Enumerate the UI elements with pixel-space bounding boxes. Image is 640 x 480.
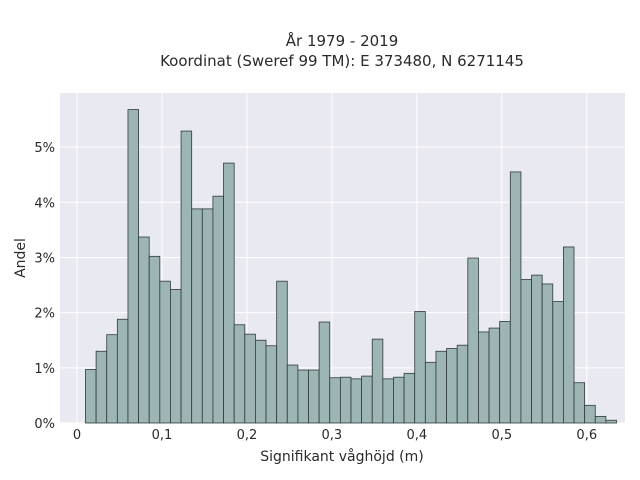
histogram-bar xyxy=(382,378,394,424)
x-tick-label: 0,6 xyxy=(576,428,597,443)
histogram-bar xyxy=(212,195,224,424)
y-tick-label: 0% xyxy=(34,417,55,432)
histogram-bar xyxy=(201,208,214,424)
x-tick-label: 0 xyxy=(73,428,81,443)
histogram-bar xyxy=(191,208,203,424)
x-tick-label: 0,4 xyxy=(406,428,427,443)
histogram-bar xyxy=(478,331,490,424)
x-axis-ticks: 0 0,1 0,2 0,3 0,4 0,5 0,6 xyxy=(73,428,597,443)
y-axis-ticks: 0% 1% 2% 3% 4% 5% xyxy=(34,141,55,432)
histogram-bar xyxy=(159,280,171,424)
histogram-bar xyxy=(265,345,278,424)
histogram-bar xyxy=(85,369,97,424)
histogram-bar xyxy=(233,324,246,424)
histogram-bar xyxy=(563,246,575,424)
bars xyxy=(85,109,617,424)
chart-title-line-1: År 1979 - 2019 xyxy=(286,31,399,50)
x-tick-label: 0,1 xyxy=(152,428,173,443)
histogram-bar xyxy=(605,419,617,424)
chart-title-line-2: Koordinat (Sweref 99 TM): E 373480, N 62… xyxy=(160,52,524,70)
histogram-bar xyxy=(594,415,607,424)
histogram-bar xyxy=(361,375,373,424)
y-tick-label: 1% xyxy=(34,362,55,377)
histogram-bar xyxy=(106,334,118,424)
histogram-bar xyxy=(531,274,543,424)
histogram-bar xyxy=(297,369,309,424)
histogram-bar xyxy=(573,382,586,424)
histogram-bar xyxy=(435,350,447,424)
histogram-bar xyxy=(499,321,511,424)
histogram-bar xyxy=(170,289,182,424)
y-tick-label: 5% xyxy=(34,141,55,156)
histogram-bar xyxy=(584,404,596,424)
histogram-bar xyxy=(116,318,129,424)
histogram-bar xyxy=(223,162,235,424)
histogram-bar xyxy=(276,280,288,424)
histogram-bar xyxy=(350,378,363,424)
y-tick-label: 4% xyxy=(34,196,55,211)
histogram-bar xyxy=(255,339,267,424)
histogram-bar xyxy=(308,369,320,424)
histogram-bar xyxy=(371,338,384,424)
histogram-bar xyxy=(467,257,479,424)
y-tick-label: 3% xyxy=(34,251,55,266)
histogram-bar xyxy=(541,283,554,424)
x-tick-label: 0,5 xyxy=(491,428,512,443)
histogram-bar xyxy=(488,327,501,424)
histogram-bar xyxy=(424,361,437,424)
y-tick-label: 2% xyxy=(34,307,55,322)
histogram-bar xyxy=(286,364,299,424)
histogram-bar xyxy=(329,377,341,424)
x-tick-label: 0,2 xyxy=(237,428,258,443)
histogram-bar xyxy=(244,333,256,424)
histogram-bar xyxy=(509,171,522,424)
histogram-bar xyxy=(180,130,193,424)
histogram-bar xyxy=(403,372,416,424)
x-axis-label: Signifikant våghöjd (m) xyxy=(260,448,423,465)
histogram-bar xyxy=(414,311,426,424)
histogram-bar xyxy=(456,344,469,424)
histogram-bar xyxy=(148,255,161,424)
histogram-bar xyxy=(552,301,564,424)
x-tick-label: 0,3 xyxy=(322,428,343,443)
histogram-bar xyxy=(127,109,139,424)
histogram-bar xyxy=(95,350,108,424)
y-axis-label: Andel xyxy=(13,238,29,278)
histogram-bar xyxy=(339,376,352,424)
histogram-bar xyxy=(138,236,150,424)
histogram-bar xyxy=(318,321,331,424)
histogram-bar xyxy=(520,279,532,424)
histogram-bar xyxy=(446,348,458,424)
histogram-bar xyxy=(393,376,405,424)
